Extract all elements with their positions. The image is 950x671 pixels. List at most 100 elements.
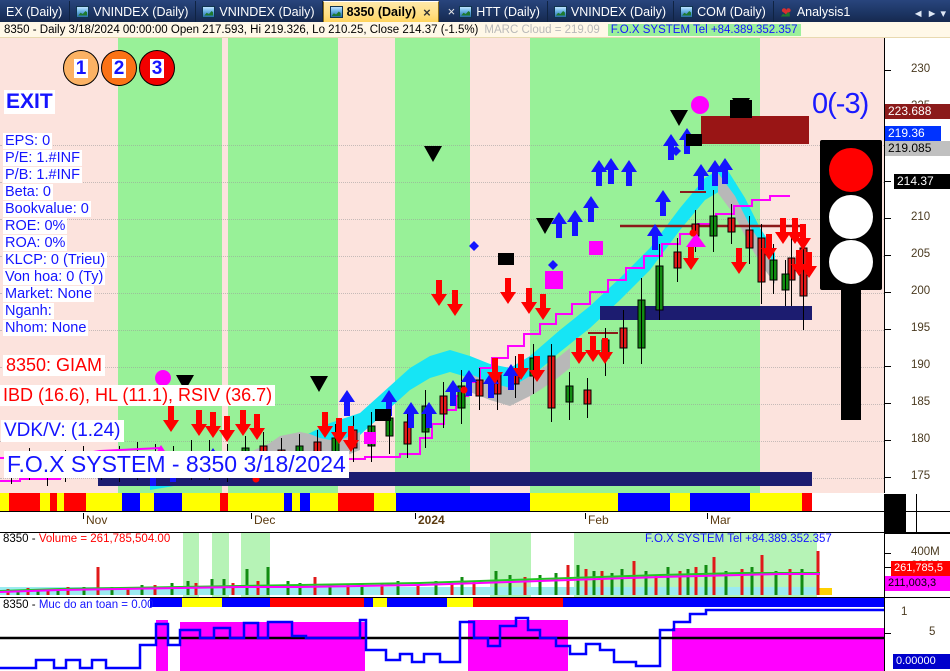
tab-vnindex-partial[interactable]: EX (Daily) — [0, 1, 71, 22]
price-marker-resistance: 223.688 — [885, 104, 950, 119]
fox-system-banner: F.O.X SYSTEM Tel +84.389.352.357 — [607, 23, 801, 36]
region-risk — [222, 38, 228, 493]
stage-badge-2[interactable]: 2 — [101, 50, 137, 86]
region-safe — [228, 38, 338, 493]
close-icon[interactable]: × — [447, 4, 456, 19]
price-tick-label: 190 — [911, 359, 931, 371]
price-tick-label: 175 — [911, 470, 931, 482]
fundamental-market: Market: None — [3, 286, 95, 302]
ribbon-segment — [220, 493, 228, 511]
stage-badge-3[interactable]: 3 — [139, 50, 175, 86]
tab-next-icon[interactable]: ► — [926, 7, 938, 20]
price-chart-pane[interactable]: 0(-3) EXIT 1 2 3 EPS: 0 P/E: 1.#INF P/B:… — [0, 38, 884, 493]
sell-signal-arrows — [163, 218, 817, 452]
safety-step-line — [0, 608, 884, 670]
tab-vnindex-3[interactable]: VNINDEX (Daily) — [196, 1, 323, 22]
fundamental-vonhoa: Von hoa: 0 (Ty) — [3, 269, 106, 285]
ribbon-segment — [338, 493, 374, 511]
tab-label: VNINDEX (Daily) — [219, 4, 315, 19]
note-vdkv: VDK/V: (1.24) — [1, 420, 124, 442]
fundamental-pe: P/E: 1.#INF — [3, 150, 82, 166]
tab-list-icon[interactable]: ▾ — [940, 8, 946, 20]
ribbon-segment — [57, 493, 64, 511]
price-marker-last: 214.37 — [894, 174, 950, 189]
stage-badge-1[interactable]: 1 — [63, 50, 99, 86]
traffic-light-pole — [841, 290, 861, 420]
date-tick-2024: 2024 — [415, 513, 445, 527]
volume-ma-magenta — [0, 573, 820, 593]
gridline — [0, 182, 884, 183]
gridline — [0, 256, 884, 257]
safety-pane[interactable]: 8350 - Muc do an toan = 0.00 — [0, 597, 884, 671]
tab-label: HTT (Daily) — [476, 4, 540, 19]
chart-thumbnail-icon — [202, 5, 216, 18]
traffic-light-red-lamp — [829, 148, 873, 192]
fundamental-klcp: KLCP: 0 (Trieu) — [3, 252, 108, 268]
stage-badge-3-label: 3 — [149, 57, 165, 79]
tab-vnindex-2[interactable]: VNINDEX (Daily) — [70, 1, 197, 22]
close-icon[interactable]: × — [423, 4, 431, 20]
ribbon-segment — [396, 493, 530, 511]
safety-axis: 1 5 0.00000 — [884, 597, 950, 671]
tab-vnindex-4[interactable]: VNINDEX (Daily) — [548, 1, 675, 22]
ribbon-segment — [154, 493, 182, 511]
tab-prev-icon[interactable]: ◄ — [912, 7, 924, 20]
exit-label: EXIT — [4, 90, 55, 114]
tab-htt[interactable]: × HTT (Daily) — [439, 1, 548, 22]
gridline — [0, 219, 884, 220]
fundamental-nganh: Nganh: — [3, 303, 54, 319]
fundamental-beta: Beta: 0 — [3, 184, 53, 200]
tab-label: EX (Daily) — [6, 4, 63, 19]
chart-thumbnail-icon — [76, 5, 90, 18]
stage-badge-1-label: 1 — [73, 57, 89, 79]
gridline — [0, 145, 884, 146]
fundamentals-panel: EPS: 0 P/E: 1.#INF P/B: 1.#INF Beta: 0 B… — [3, 133, 108, 337]
region-risk — [470, 38, 530, 493]
tab-com[interactable]: COM (Daily) — [674, 1, 774, 22]
ribbon-segment — [802, 493, 812, 511]
ribbon-segment — [122, 493, 140, 511]
marc-cloud-band-grey — [718, 173, 775, 284]
ribbon-segment — [690, 493, 750, 511]
fundamental-pb: P/B: 1.#INF — [3, 167, 82, 183]
ribbon-segment — [64, 493, 86, 511]
ribbon-segment — [530, 493, 618, 511]
quote-text: 8350 - Daily 3/18/2024 00:00:00 Open 217… — [4, 23, 479, 36]
accumulation-band-upper — [600, 306, 812, 320]
ribbon-segment — [40, 493, 50, 511]
note-indicator-values: IBD (16.6), HL (11.1), RSIV (36.7) — [0, 385, 276, 406]
volume-series-svg — [0, 551, 832, 595]
signal-counter: 0(-3) — [812, 88, 869, 120]
volume-pane[interactable]: 8350 - Volume = 261,785,504.00 F.O.X SYS… — [0, 533, 884, 597]
ribbon-segment — [310, 493, 338, 511]
chart-thumbnail-icon — [680, 5, 694, 18]
volume-fox-banner: F.O.X SYSTEM Tel +84.389.352.357 — [645, 533, 832, 545]
market-state-ribbon — [0, 493, 884, 511]
ribbon-segment — [618, 493, 670, 511]
safety-title-metric: Muc do an toan = 0.00 — [38, 599, 154, 611]
date-axis-cursor-block — [884, 494, 906, 532]
safety-series-svg — [0, 598, 884, 671]
ribbon-segment — [292, 493, 300, 511]
price-tick-label: 180 — [911, 433, 931, 445]
fundamental-roe: ROE: 0% — [3, 218, 68, 234]
safety-tick-label: 5 — [929, 626, 936, 638]
date-tick-mar: Mar — [707, 513, 731, 527]
price-marker-cloud: 219.085 — [885, 141, 950, 156]
ribbon-segment — [86, 493, 122, 511]
magenta-markers — [152, 96, 709, 475]
safety-title-prefix: 8350 - — [3, 599, 39, 611]
volume-title: 8350 - Volume = 261,785,504.00 — [3, 533, 170, 545]
price-series-svg — [0, 96, 817, 490]
ribbon-segment — [0, 493, 9, 511]
volume-title-prefix: 8350 - — [3, 533, 39, 545]
volume-tick-label: 400M — [911, 546, 940, 558]
price-tick-label: 200 — [911, 285, 931, 297]
note-fox-system-title: F.O.X SYSTEM - 8350 3/18/2024 — [4, 451, 349, 478]
traffic-light-bottom-lamp — [829, 240, 873, 284]
tab-8350-active[interactable]: 8350 (Daily) × — [322, 1, 439, 22]
volume-marker-last: 261,785,5 — [891, 561, 950, 576]
tab-analysis1[interactable]: ❤ Analysis1 — [774, 1, 858, 22]
ribbon-segment — [812, 493, 884, 511]
price-axis: 230 225 220 215 210 205 200 195 190 185 … — [884, 38, 950, 493]
